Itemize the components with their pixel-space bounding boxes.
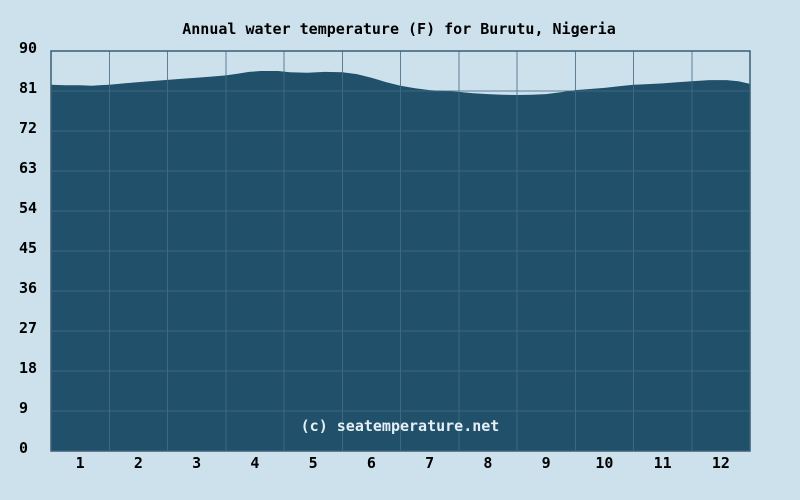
x-axis-tick-label: 11 bbox=[654, 454, 672, 472]
y-axis-labels: 0 9 18 27 36 45 54 63 72 81 90 bbox=[19, 39, 37, 457]
x-axis-tick-label: 6 bbox=[367, 454, 376, 472]
x-axis-tick-label: 3 bbox=[192, 454, 201, 472]
plot-border bbox=[50, 50, 751, 452]
chart-title: Annual water temperature (F) for Burutu,… bbox=[182, 20, 615, 38]
y-axis-tick-label: 63 bbox=[19, 159, 37, 177]
y-axis-tick-label: 72 bbox=[19, 119, 37, 137]
x-axis-tick-label: 5 bbox=[309, 454, 318, 472]
y-axis-tick-label: 54 bbox=[19, 199, 37, 217]
y-axis-tick-label: 18 bbox=[19, 359, 37, 377]
x-axis-tick-label: 1 bbox=[76, 454, 85, 472]
x-axis-tick-label: 7 bbox=[425, 454, 434, 472]
y-axis-tick-label: 27 bbox=[19, 319, 37, 337]
x-axis-tick-label: 12 bbox=[712, 454, 730, 472]
y-axis-tick-label: 45 bbox=[19, 239, 37, 257]
y-axis-tick-label: 90 bbox=[19, 39, 37, 57]
y-axis-tick-label: 9 bbox=[19, 399, 28, 417]
x-axis-tick-label: 4 bbox=[250, 454, 259, 472]
y-axis-tick-label: 81 bbox=[19, 79, 37, 97]
y-axis-tick-label: 0 bbox=[19, 439, 28, 457]
x-axis-tick-label: 10 bbox=[595, 454, 613, 472]
x-axis-tick-label: 2 bbox=[134, 454, 143, 472]
y-axis-tick-label: 36 bbox=[19, 279, 37, 297]
watermark-text: (c) seatemperature.net bbox=[301, 417, 500, 435]
gridlines-over-area bbox=[51, 71, 750, 451]
x-axis-labels: 1 2 3 4 5 6 7 8 9 10 11 12 bbox=[76, 454, 730, 472]
x-axis-tick-label: 9 bbox=[542, 454, 551, 472]
x-axis-tick-label: 8 bbox=[483, 454, 492, 472]
